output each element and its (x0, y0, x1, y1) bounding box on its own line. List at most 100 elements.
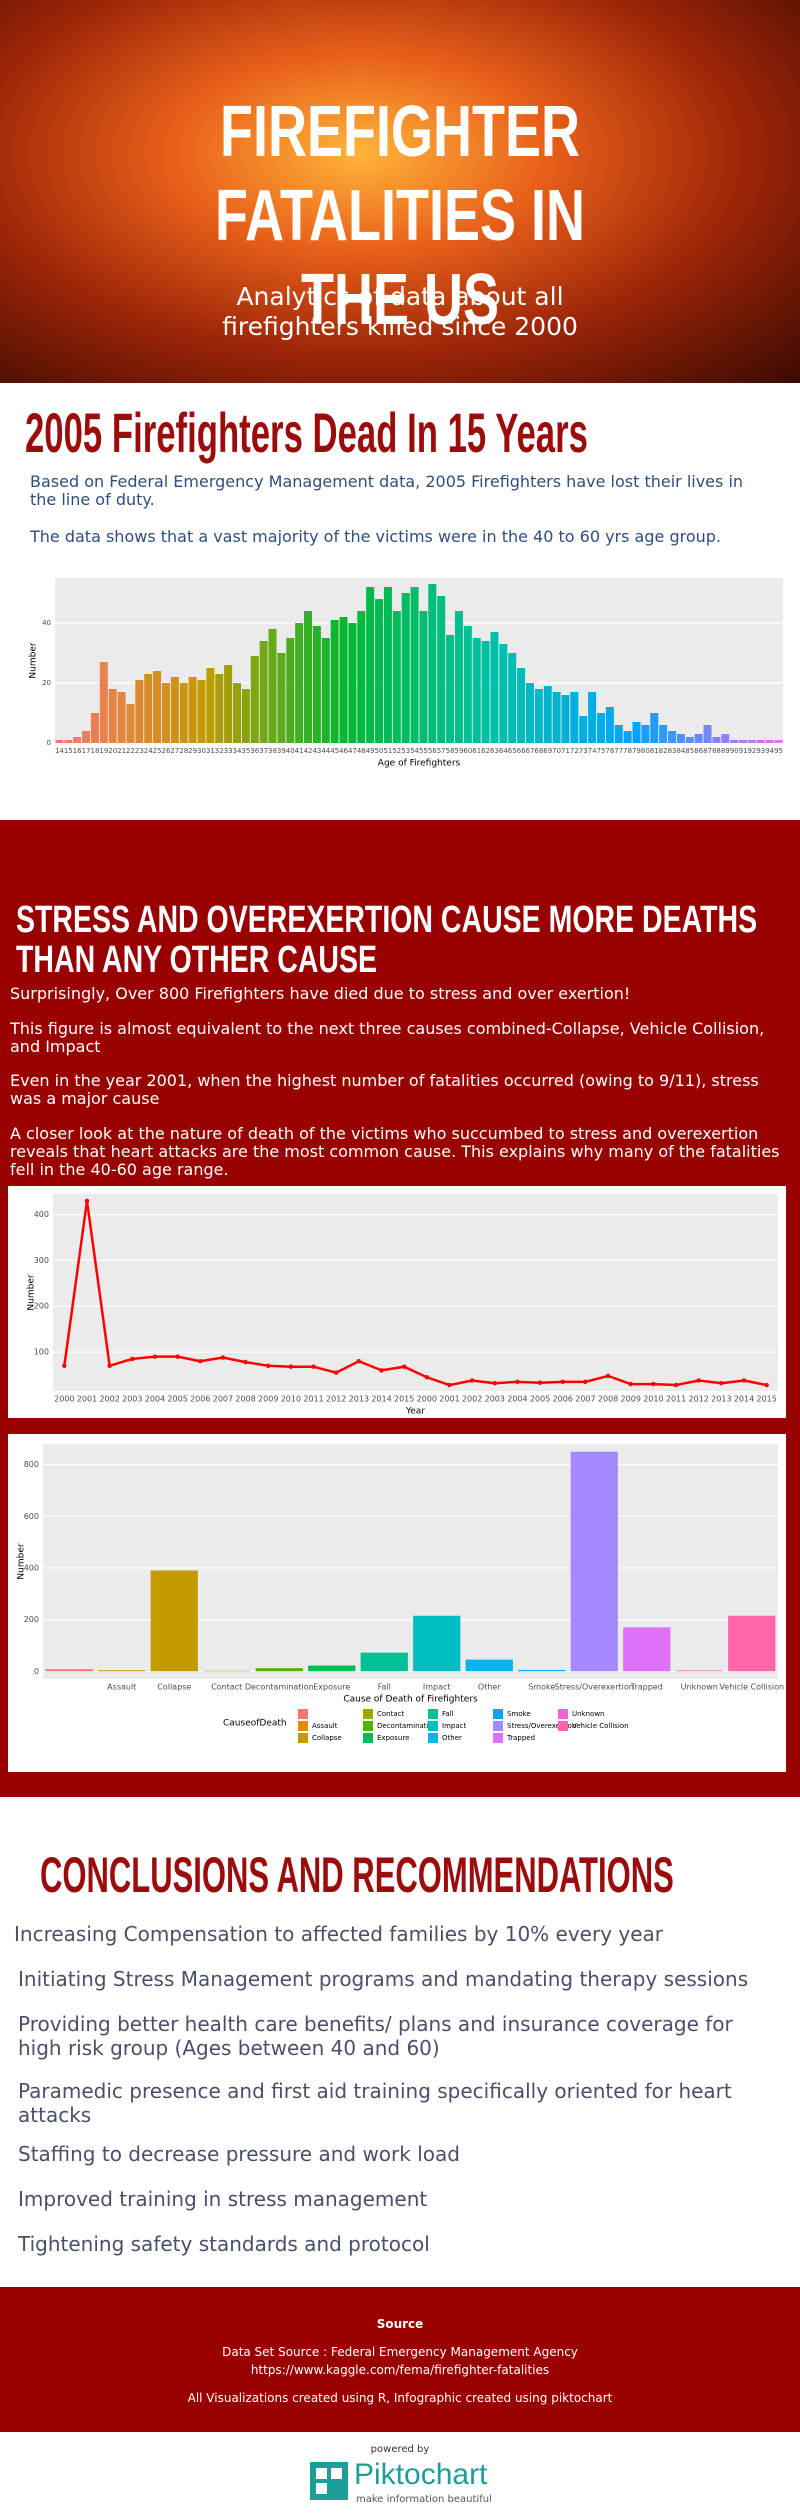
bar (774, 740, 783, 743)
x-tick-label: 77 (614, 747, 623, 755)
x-tick-label: 67 (526, 747, 535, 755)
bar (739, 740, 748, 743)
hero-banner: FIREFIGHTER FATALITIES IN THE US Analyti… (0, 0, 800, 383)
point (605, 1373, 611, 1379)
x-tick-label: 71 (561, 747, 570, 755)
bar (90, 713, 99, 743)
bar (99, 662, 108, 743)
legend-swatch (363, 1733, 373, 1743)
bar (321, 638, 330, 743)
point (719, 1381, 724, 1386)
x-tick-label: 90 (730, 747, 739, 755)
bar (472, 638, 481, 743)
bar (730, 740, 739, 743)
bar (126, 704, 135, 743)
bar (206, 668, 215, 743)
x-tick-label: 20 (108, 747, 117, 755)
x-tick-label: 63 (490, 747, 499, 755)
point (266, 1363, 271, 1369)
paragraph: The data shows that a vast majority of t… (30, 527, 721, 546)
point (583, 1379, 588, 1385)
x-tick-label: 2007 (575, 1395, 595, 1404)
x-tick-label: 81 (650, 747, 659, 755)
bar (419, 611, 428, 743)
hero-subtitle: Analytics of data about all firefighters… (222, 282, 578, 341)
x-tick-label: 2015 (394, 1395, 414, 1404)
x-tick-label: 2012 (326, 1395, 346, 1404)
bar (605, 707, 614, 743)
legend-swatch (558, 1721, 568, 1731)
x-tick-label: Other (478, 1683, 501, 1692)
x-tick-label: 59 (454, 747, 463, 755)
legend-label: Stress/Overexertion (507, 1722, 576, 1730)
legend-label: Decontamination (377, 1722, 437, 1730)
point (741, 1378, 747, 1383)
legend-label: Fall (442, 1710, 454, 1718)
bar (73, 737, 82, 743)
point (537, 1380, 543, 1385)
bar (676, 734, 685, 743)
x-tick-label: 62 (481, 747, 490, 755)
point (130, 1356, 135, 1362)
x-tick-label: 2009 (621, 1395, 641, 1404)
brand: Piktochart (354, 2458, 488, 2491)
logo-cell (316, 2468, 327, 2479)
bar (241, 689, 250, 743)
x-tick-label: 45 (330, 747, 339, 755)
x-tick-label: Vehicle Collision (719, 1683, 784, 1692)
x-tick-label: 2000 (417, 1395, 437, 1404)
bar (413, 1615, 461, 1672)
legend-swatch (493, 1721, 503, 1731)
bar (366, 587, 375, 743)
x-tick-label: 56 (428, 747, 437, 755)
x-tick-label: 76 (605, 747, 614, 755)
bar (392, 611, 401, 743)
x-tick-label: 40 (286, 747, 295, 755)
footer-line: All Visualizations created using R, Info… (187, 2391, 613, 2405)
bar (570, 1451, 618, 1672)
bar (517, 668, 526, 743)
bar (694, 734, 703, 743)
section-heading: 2005 Firefighters Dead In 15 Years (25, 403, 800, 464)
x-tick-label: 94 (765, 747, 774, 755)
x-tick-label: Collapse (157, 1683, 191, 1692)
point (243, 1359, 248, 1365)
point (696, 1378, 701, 1383)
x-tick-label: 72 (570, 747, 579, 755)
recommendation: Improved training in stress management (18, 2187, 428, 2211)
y-axis-title: Number (27, 1274, 37, 1310)
x-tick-label: 31 (206, 747, 215, 755)
point (152, 1354, 158, 1359)
bar (623, 1627, 671, 1672)
x-tick-label: 44 (321, 747, 330, 755)
bar (454, 611, 463, 743)
bar (508, 653, 517, 743)
x-tick-label: Contact (211, 1683, 242, 1692)
footer: Source Data Set Source : Federal Emergen… (0, 2287, 800, 2432)
x-tick-label: 23 (135, 747, 144, 755)
bar (375, 599, 384, 743)
x-tick-label: 26 (162, 747, 171, 755)
x-tick-label: 2001 (77, 1395, 97, 1404)
x-tick-label: 84 (676, 747, 685, 755)
x-tick-label: 73 (579, 747, 588, 755)
x-tick-label: 68 (534, 747, 543, 755)
legend-swatch (298, 1721, 308, 1731)
x-tick-label: 89 (721, 747, 730, 755)
x-tick-label: 30 (197, 747, 206, 755)
bar (357, 611, 366, 743)
x-tick-label: Smoke (528, 1683, 555, 1692)
bar (463, 626, 472, 743)
bar (286, 638, 295, 743)
x-tick-label: Impact (423, 1683, 451, 1692)
y-tick-label: 300 (34, 1256, 49, 1265)
bar (588, 692, 597, 743)
x-tick-label: 39 (277, 747, 286, 755)
bar (721, 734, 730, 743)
x-tick-label: 88 (712, 747, 721, 755)
x-tick-label: 2013 (711, 1395, 731, 1404)
bar (747, 740, 756, 743)
x-tick-label: 75 (597, 747, 606, 755)
bar (308, 1665, 356, 1672)
